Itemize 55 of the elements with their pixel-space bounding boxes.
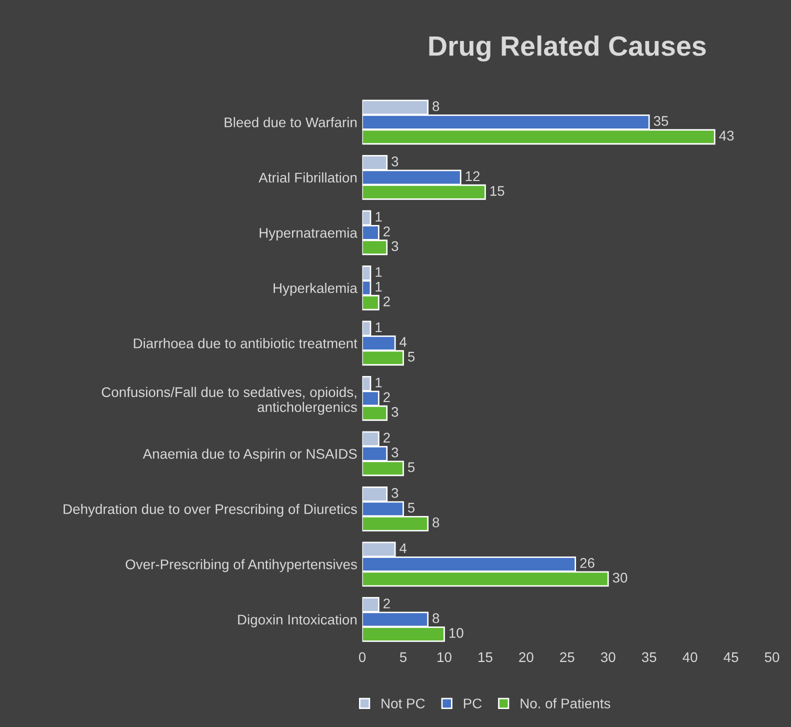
y-tick-label: Dehydration due to over Prescribing of Diuretics [64, 504, 357, 517]
x-tick-label: 35 [642, 652, 656, 662]
x-tick-label: 0 [358, 652, 366, 662]
data-label: 2 [384, 226, 390, 236]
data-label: 15 [490, 186, 504, 196]
y-tick-label: Anaemia due to Aspirin or NSAIDS [142, 448, 357, 462]
data-label: 2 [384, 598, 390, 608]
x-tick-label: 15 [478, 652, 492, 662]
legend-label: PC [464, 698, 482, 708]
x-tick-label: 50 [764, 652, 780, 662]
data-label: 3 [392, 407, 398, 417]
x-tick-label: 5 [400, 652, 407, 662]
data-label: 2 [384, 392, 390, 402]
data-label: 5 [408, 462, 415, 472]
data-label: 8 [432, 101, 440, 112]
data-label: 8 [432, 613, 440, 624]
legend-label: Not PC [382, 698, 425, 708]
data-label: 3 [392, 241, 398, 252]
chart-title: Drug Related Causes [429, 35, 706, 62]
data-label: 8 [432, 518, 440, 528]
x-tick-label: 45 [724, 652, 738, 662]
x-tick-label: 40 [682, 652, 698, 662]
data-label: 43 [719, 130, 734, 141]
data-label: 10 [449, 628, 464, 638]
data-label: 4 [400, 543, 407, 554]
y-tick-label: Confusions/Fall due to sedatives, opioids, anticholergenics [102, 386, 357, 415]
y-tick-label: Over-Prescribing of Antihypertensives [126, 559, 357, 572]
x-tick-label: 30 [600, 652, 616, 662]
data-label: 3 [392, 488, 398, 498]
data-label: 5 [408, 502, 415, 513]
data-label: 35 [654, 116, 668, 126]
data-label: 26 [580, 558, 594, 568]
y-tick-label: Hypernatraemia [260, 228, 358, 241]
data-label: 12 [466, 171, 480, 181]
data-label: 2 [384, 432, 390, 443]
data-label: 1 [376, 267, 382, 277]
y-tick-label: Atrial Fibrillation [258, 172, 357, 183]
data-label: 3 [392, 448, 398, 458]
data-label: 1 [376, 378, 382, 388]
y-tick-label: Bleed due to Warfarin [224, 117, 357, 128]
data-label: 4 [400, 337, 407, 347]
data-label: 2 [384, 296, 390, 306]
y-tick-label: Digoxin Intoxication [238, 614, 357, 628]
data-label: 5 [408, 352, 415, 362]
y-tick-label: Hyperkalemia [274, 282, 358, 296]
x-tick-label: 20 [519, 652, 534, 662]
x-tick-label: 25 [560, 652, 574, 662]
data-label: 1 [376, 322, 382, 332]
y-tick-label: Diarrhoea due to antibiotic treatment [134, 338, 358, 348]
legend-label: No. of Patients [520, 698, 610, 708]
data-label: 1 [376, 282, 382, 292]
data-label: 1 [376, 212, 382, 222]
data-label: 3 [392, 156, 398, 166]
x-tick-label: 10 [438, 652, 452, 662]
data-label: 30 [612, 572, 628, 583]
